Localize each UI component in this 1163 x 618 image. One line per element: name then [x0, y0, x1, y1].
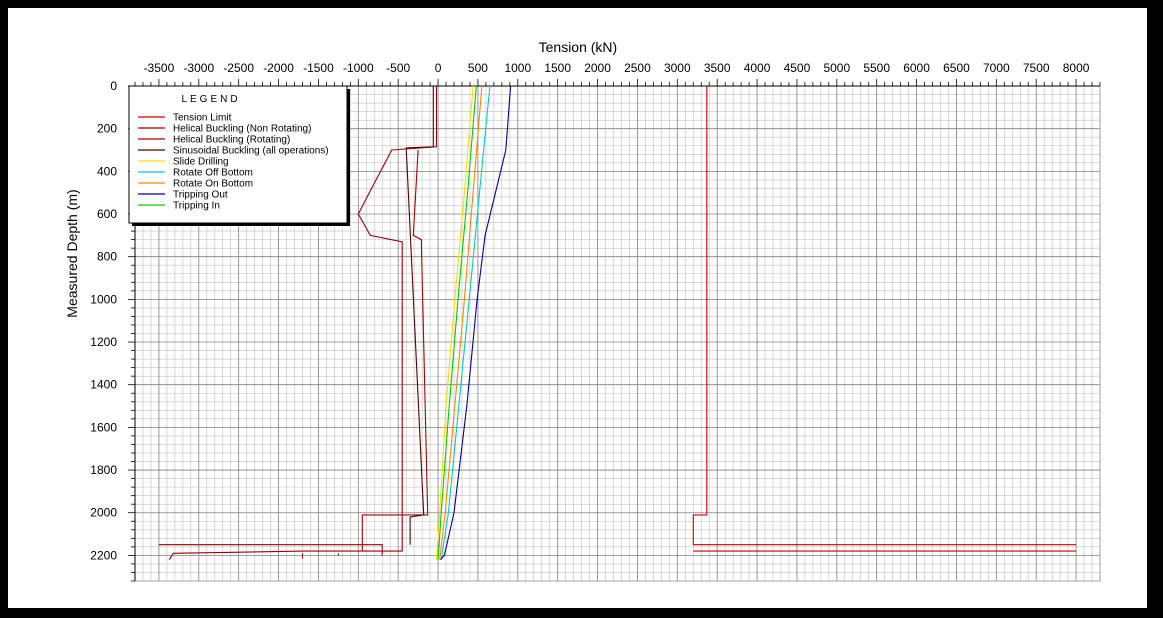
x-tick-label: 1500: [544, 61, 571, 75]
y-tick-label: 2000: [90, 506, 117, 520]
x-tick-label: 0: [435, 61, 442, 75]
axes: -3500 -3000 -2500 -2000 -1500 -1000 -500 0 500 10…: [90, 61, 1101, 582]
legend-entry: Helical Buckling (Non Rotating): [173, 124, 311, 135]
series-line-1-1: [158, 544, 383, 556]
x-tick-label: -3500: [144, 61, 175, 75]
x-tick-label: 6500: [943, 61, 970, 75]
x-tick-label: 7000: [983, 61, 1010, 75]
y-tick-label: 800: [97, 250, 117, 264]
x-tick-label: 5000: [823, 61, 850, 75]
series-line-1-0: [168, 86, 438, 560]
series-line-8-0: [437, 85, 477, 560]
legend-entry: Helical Buckling (Rotating): [173, 135, 290, 146]
tension-chart: -3500 -3000 -2500 -2000 -1500 -1000 -500 0 500 10…: [64, 39, 1101, 582]
x-tick-label: -2500: [223, 61, 254, 75]
y-tick-label: 1000: [90, 292, 117, 306]
y-tick-label: 1800: [90, 463, 117, 477]
x-tick-label: 1000: [504, 61, 531, 75]
legend-entry: Slide Drilling: [173, 157, 229, 168]
x-tick-label: -1500: [303, 61, 334, 75]
x-tick-label: -1000: [343, 61, 374, 75]
series-line-5-0: [440, 85, 491, 560]
y-tick-label: 0: [110, 79, 117, 93]
x-tick-label: 4000: [744, 61, 771, 75]
x-tick-label: 4500: [784, 61, 811, 75]
x-axis-title: Tension (kN): [539, 39, 618, 55]
legend-entry: Tension Limit: [173, 113, 232, 124]
series-line-3-0: [405, 86, 434, 545]
y-tick-label: 400: [97, 164, 117, 178]
y-tick-label: 2200: [90, 548, 117, 562]
x-tick-label: 500: [468, 61, 488, 75]
legend-title: LEGEND: [181, 94, 240, 105]
y-tick-label: 1400: [90, 378, 117, 392]
x-tick-label: 2500: [624, 61, 651, 75]
legend-entry: Tripping Out: [173, 190, 228, 201]
x-tick-label: 3000: [664, 61, 691, 75]
y-axis-title: Measured Depth (m): [64, 189, 80, 317]
series-line-2-0: [361, 149, 429, 552]
y-tick-label: 1200: [90, 335, 117, 349]
y-tick-label: 1600: [90, 420, 117, 434]
legend-box: [128, 85, 348, 224]
x-tick-label: 7500: [1023, 61, 1050, 75]
legend-entry: Rotate On Bottom: [173, 179, 253, 190]
x-tick-label: 6000: [903, 61, 930, 75]
y-tick-label: 200: [97, 122, 117, 136]
x-tick-label: 8000: [1063, 61, 1090, 75]
y-tick-label: 600: [97, 207, 117, 221]
legend-entry: Tripping In: [173, 201, 220, 212]
x-tick-label: -500: [386, 61, 410, 75]
grid: [134, 85, 1101, 582]
x-tick-label: 5500: [863, 61, 890, 75]
x-tick-label: 2000: [584, 61, 611, 75]
series-line-0-0: [692, 86, 1077, 546]
series-layer: [158, 85, 1077, 561]
legend-entry: Sinusoidal Buckling (all operations): [173, 146, 329, 157]
series-line-6-0: [439, 85, 483, 560]
x-tick-label: -2000: [263, 61, 294, 75]
x-tick-label: -3000: [183, 61, 214, 75]
x-tick-label: 3500: [704, 61, 731, 75]
series-line-4-0: [435, 85, 474, 560]
legend-entry: Rotate Off Bottom: [173, 168, 253, 179]
series-line-7-0: [440, 85, 512, 561]
chart-frame: -3500 -3000 -2500 -2000 -1500 -1000 -500 0 500 10…: [8, 8, 1147, 608]
